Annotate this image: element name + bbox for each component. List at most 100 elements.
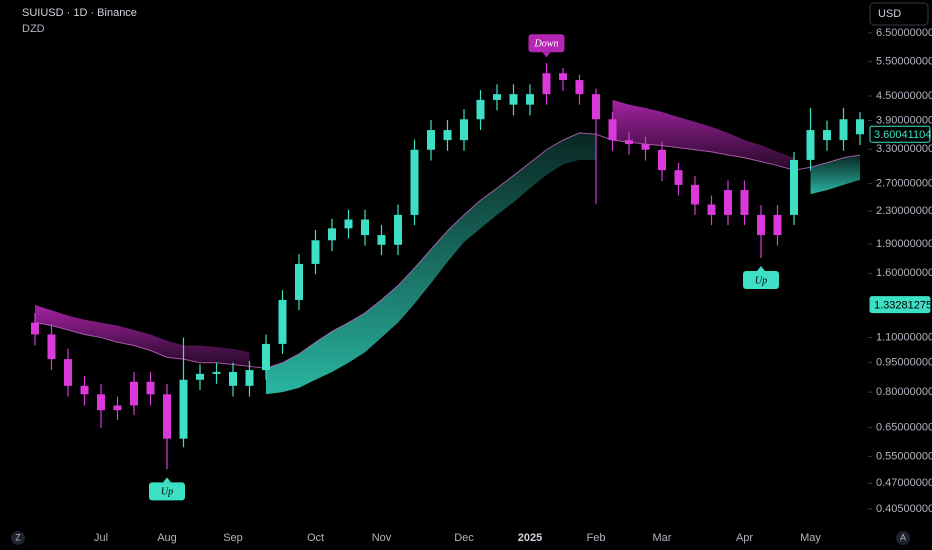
y-tick-label: 2.70000000 <box>876 178 932 190</box>
signal-box <box>149 482 185 501</box>
candle-body <box>31 322 39 335</box>
y-tick-label: 6.50000000 <box>876 27 932 39</box>
x-tick-label: Aug <box>157 532 177 544</box>
candle-body <box>658 149 666 171</box>
ribbon <box>35 305 250 367</box>
auto-scale-icon[interactable] <box>896 531 910 545</box>
zoom-icon[interactable] <box>11 531 25 545</box>
y-tick-label: 2.30000000 <box>876 205 932 217</box>
x-tick-label: Oct <box>307 532 324 544</box>
ribbon <box>266 132 596 395</box>
currency-label[interactable]: USD <box>878 8 901 20</box>
candle <box>691 176 699 215</box>
y-tick-label: 0.47000000 <box>876 477 932 489</box>
signal-label: Up <box>755 275 767 286</box>
signal-label: Up <box>161 487 173 498</box>
candle-body <box>823 130 831 141</box>
signal-box <box>743 270 779 289</box>
candle <box>427 120 435 161</box>
candle <box>130 371 138 416</box>
candle-body <box>443 130 452 141</box>
y-tick-label: 0.80000000 <box>876 386 932 398</box>
y-tick-label: 0.55000000 <box>876 450 932 462</box>
candle-body <box>740 190 749 215</box>
candle <box>163 383 171 470</box>
zoom-icon-label[interactable]: Z <box>15 532 21 542</box>
candle-body <box>163 394 171 439</box>
price-label-box <box>869 125 931 143</box>
candle-body <box>130 381 138 406</box>
candle <box>113 396 122 421</box>
x-tick-label: Mar <box>653 532 672 544</box>
candle-body <box>476 99 485 120</box>
signal-label: Down <box>534 39 559 50</box>
x-tick-label: 2025 <box>518 532 542 544</box>
candle <box>245 360 254 397</box>
candle <box>344 209 353 239</box>
candle <box>823 120 831 151</box>
candle <box>146 371 155 406</box>
candle <box>97 383 105 428</box>
candle-body <box>229 371 237 386</box>
candle <box>625 131 633 155</box>
candle-body <box>839 119 848 141</box>
ribbon <box>810 155 860 195</box>
x-tick-label: Apr <box>736 532 753 544</box>
candle <box>773 205 782 246</box>
candle <box>410 139 419 226</box>
candle-body <box>196 373 204 380</box>
y-tick-label: 0.95000000 <box>876 357 932 369</box>
candle-body <box>64 359 72 386</box>
candle-body <box>245 370 254 386</box>
candle-body <box>509 94 518 105</box>
candle-body <box>146 381 155 395</box>
y-tick-label: 0.40500000 <box>876 503 932 515</box>
candle-body <box>344 219 353 229</box>
candle <box>443 120 452 151</box>
candle-body <box>542 73 551 95</box>
currency-button[interactable] <box>869 2 929 26</box>
candle-body <box>361 219 369 236</box>
candle <box>394 204 402 256</box>
candle <box>592 88 600 204</box>
signal-pointer <box>757 265 765 271</box>
candle-body <box>460 119 468 141</box>
candle-body <box>559 73 567 81</box>
candle-body <box>179 379 188 439</box>
candle <box>757 205 765 258</box>
candle-body <box>790 159 798 215</box>
candle-body <box>856 119 864 135</box>
candle-body <box>427 130 435 150</box>
candle <box>476 90 485 131</box>
signal-pointer <box>163 477 171 483</box>
symbol-title: SUIUSD · 1D · Binance <box>22 7 137 19</box>
y-tick-label: 5.50000000 <box>876 56 932 68</box>
candle <box>47 324 56 371</box>
plot-area <box>31 63 864 470</box>
signal-pointer <box>542 52 551 58</box>
candle <box>212 362 221 384</box>
candle <box>674 162 683 196</box>
candle-body <box>575 80 584 95</box>
price-label: 3.60041104 <box>874 129 931 141</box>
price-label: 1.33281275 <box>874 300 932 312</box>
candle <box>179 337 188 448</box>
basis-line <box>34 132 861 369</box>
y-tick-label: 1.60000000 <box>876 267 932 279</box>
candle <box>641 136 650 161</box>
candle <box>806 107 815 171</box>
candle-body <box>641 144 650 150</box>
candle <box>509 84 518 116</box>
auto-scale-label[interactable]: A <box>900 532 906 542</box>
candle-body <box>311 240 320 264</box>
candle <box>278 290 287 354</box>
candle <box>526 84 534 116</box>
x-tick-label: Nov <box>372 532 392 544</box>
candle-body <box>674 170 683 185</box>
candle-body <box>625 140 633 145</box>
signal-box <box>528 34 565 53</box>
candle <box>608 112 617 151</box>
